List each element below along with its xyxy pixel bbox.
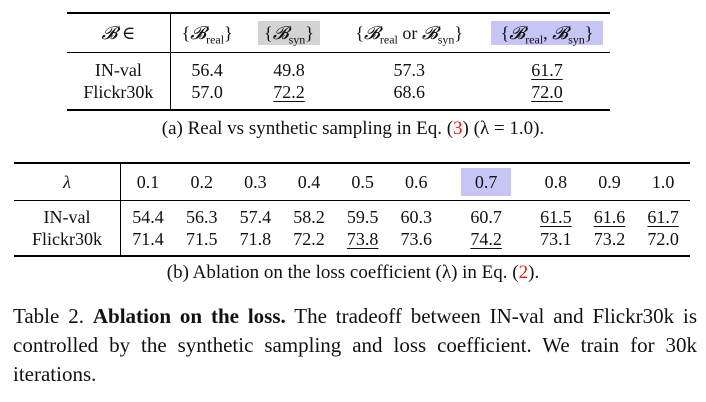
subcaption-a-tail: ) (λ = 1.0).	[462, 118, 545, 139]
subcaption-b: (b) Ablation on the loss coefficient (λ)…	[0, 262, 706, 284]
lambda-value: 0.8	[529, 163, 583, 201]
table-cell: 59.5	[346, 207, 379, 227]
table-cell: 57.4	[239, 207, 272, 227]
table-cell: 71.4	[132, 229, 164, 249]
lambda-value: 0.5	[335, 163, 390, 201]
table-caption: Table 2. Ablation on the loss. The trade…	[13, 302, 697, 389]
table-row: Flickr30k 57.0 72.2 68.6 72.0	[67, 81, 610, 110]
table-cell: 71.5	[186, 229, 218, 249]
table-cell: 72.2	[293, 229, 325, 249]
header-set-label: 𝓑 ∈	[67, 13, 171, 53]
table-cell: 60.7	[470, 207, 502, 227]
header-real-and-syn: {𝓑real, 𝓑syn}	[484, 13, 610, 53]
table-cell: 72.0	[484, 81, 610, 110]
table-cell: 72.0	[647, 229, 679, 249]
row-label: Flickr30k	[67, 81, 171, 110]
table-header-row: 𝓑 ∈ {𝓑real} {𝓑syn} {𝓑real or 𝓑syn} {𝓑rea…	[67, 13, 610, 53]
table-cell: 73.6	[400, 229, 433, 249]
row-label: IN-val	[67, 52, 171, 81]
row-label: IN-val	[14, 200, 121, 228]
table-cell: 57.0	[191, 82, 223, 102]
table-cell: 73.2	[593, 229, 626, 249]
caption-body: The tradeoff between IN-val and Flickr30…	[13, 304, 697, 386]
underlined-value: 72.0	[531, 82, 563, 102]
table-cell: 60.3	[400, 207, 433, 227]
caption-title: Ablation on the loss.	[92, 304, 286, 328]
subcaption-b-tail: ).	[528, 262, 540, 283]
table-cell: 49.8	[273, 60, 305, 80]
table-cell: 72.2	[244, 81, 335, 110]
table-cell: 61.5	[529, 201, 583, 229]
table-cell: 71.8	[239, 229, 272, 249]
table-cell: 54.4	[132, 207, 164, 227]
highlight-lambda: 0.7	[460, 168, 512, 196]
table-cell: 58.2	[293, 207, 325, 227]
table-cell: 61.7	[484, 53, 610, 82]
underlined-value: 73.8	[346, 229, 379, 249]
underlined-value: 61.6	[593, 207, 626, 227]
table-loss-coefficient: λ 0.1 0.2 0.3 0.4 0.5 0.6 0.7 0.8 0.9 1.…	[14, 162, 690, 257]
subcaption-b-text: (b) Ablation on the loss coefficient (λ)…	[166, 262, 519, 283]
table-cell: 61.7	[636, 201, 690, 229]
lambda-value: 0.2	[174, 163, 229, 201]
equation-ref-link[interactable]: 2	[518, 262, 529, 283]
header-real-or-syn: {𝓑real or 𝓑syn}	[334, 13, 485, 53]
table-row: IN-val 56.4 49.8 57.3 61.7	[67, 52, 610, 82]
table-cell: 56.3	[186, 207, 218, 227]
table-header-row: λ 0.1 0.2 0.3 0.4 0.5 0.6 0.7 0.8 0.9 1.…	[14, 163, 690, 201]
underlined-value: 61.7	[647, 207, 679, 227]
table-row: IN-val 54.4 56.3 57.4 58.2 59.5 60.3 60.…	[14, 200, 690, 229]
table-sampling: 𝓑 ∈ {𝓑real} {𝓑syn} {𝓑real or 𝓑syn} {𝓑rea…	[67, 12, 610, 111]
lambda-value: 1.0	[636, 163, 690, 201]
underlined-value: 61.5	[540, 207, 572, 227]
lambda-value: 0.6	[389, 163, 444, 201]
header-real: {𝓑real}	[170, 13, 244, 53]
subcaption-a-text: (a) Real vs synthetic sampling in Eq. (	[161, 118, 454, 139]
equation-ref-link[interactable]: 3	[453, 118, 463, 139]
underlined-value: 61.7	[531, 60, 563, 80]
table-cell: 73.8	[336, 228, 390, 256]
underlined-value: 72.2	[273, 82, 305, 102]
caption-prefix: Table 2.	[13, 304, 93, 328]
table-row: Flickr30k 71.4 71.5 71.8 72.2 73.8 73.6 …	[14, 228, 690, 256]
table-cell: 56.4	[191, 60, 223, 80]
lambda-value: 0.1	[120, 163, 175, 201]
table-cell: 68.6	[393, 82, 425, 102]
lambda-value: 0.4	[282, 163, 336, 201]
underlined-value: 74.2	[470, 229, 502, 249]
lambda-value: 0.3	[228, 163, 283, 201]
row-label: Flickr30k	[14, 228, 121, 256]
table-cell: 74.2	[443, 228, 529, 256]
lambda-value: 0.9	[582, 163, 637, 201]
header-lambda: λ	[14, 163, 121, 201]
table-cell: 73.1	[540, 229, 572, 249]
lambda-value-highlighted: 0.7	[443, 163, 530, 201]
table-cell: 61.6	[583, 201, 637, 229]
table-cell: 57.3	[393, 60, 425, 80]
subcaption-a: (a) Real vs synthetic sampling in Eq. (3…	[0, 118, 706, 140]
header-syn: {𝓑syn}	[243, 13, 335, 53]
